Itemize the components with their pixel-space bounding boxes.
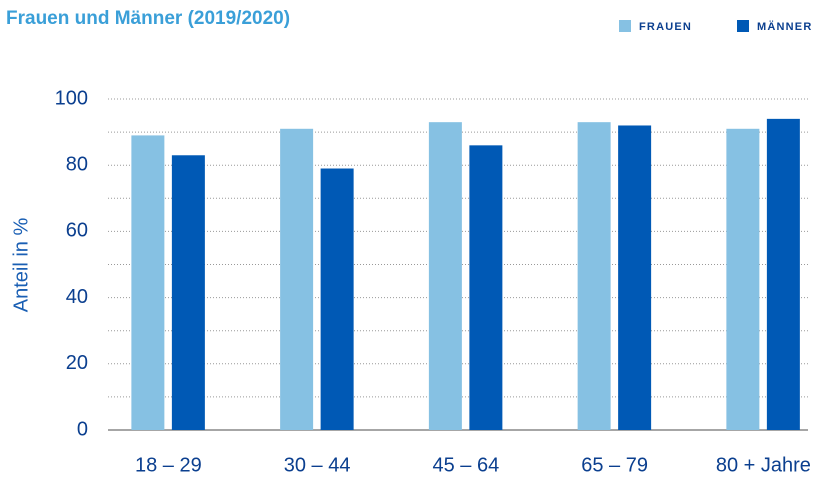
bar <box>131 135 165 430</box>
bar <box>618 125 652 430</box>
legend-swatch <box>619 20 631 32</box>
x-tick-label: 80 + Jahre <box>716 454 811 476</box>
bar <box>428 122 462 431</box>
legend-swatch <box>737 20 749 32</box>
x-tick-label: 65 – 79 <box>581 454 648 476</box>
y-tick-label: 60 <box>66 220 88 242</box>
bar <box>171 155 205 430</box>
legend-label: FRAUEN <box>639 21 692 33</box>
chart-title: Frauen und Männer (2019/2020) <box>6 8 290 29</box>
bar <box>320 168 354 430</box>
x-tick-label: 30 – 44 <box>284 454 351 476</box>
y-tick-label: 0 <box>77 418 88 440</box>
bar <box>469 145 503 430</box>
x-tick-label: 45 – 64 <box>433 454 500 476</box>
bar <box>577 122 611 431</box>
bar <box>726 128 760 431</box>
legend-label: MÄNNER <box>757 20 812 33</box>
bar <box>766 118 800 431</box>
bar <box>280 128 314 431</box>
y-tick-label: 100 <box>55 87 88 109</box>
y-tick-label: 20 <box>66 352 88 374</box>
x-tick-label: 18 – 29 <box>135 454 202 476</box>
y-tick-label: 80 <box>66 153 88 175</box>
y-tick-label: 40 <box>66 286 88 308</box>
y-axis-label: Anteil in % <box>10 218 32 313</box>
